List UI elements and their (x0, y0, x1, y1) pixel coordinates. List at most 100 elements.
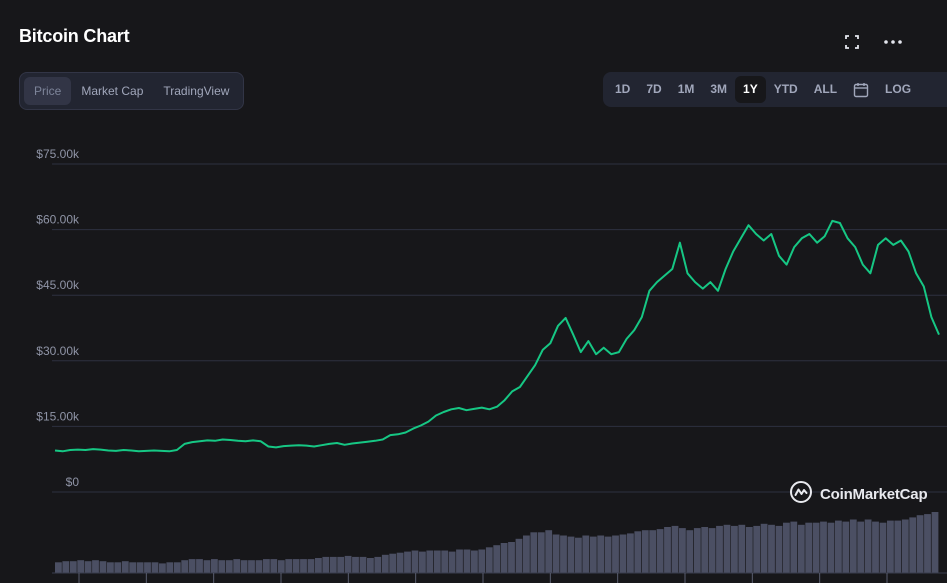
volume-bar (753, 525, 761, 573)
volume-bar (225, 560, 233, 573)
volume-bar (797, 524, 805, 573)
volume-bar (686, 530, 694, 573)
volume-bar (775, 525, 783, 573)
volume-bar (404, 551, 411, 573)
calendar-icon[interactable] (845, 76, 877, 103)
volume-bar (849, 519, 857, 573)
volume-bar (916, 515, 924, 573)
volume-bar (493, 545, 501, 573)
volume-bar (909, 517, 917, 573)
volume-bar (426, 550, 434, 573)
range-1m[interactable]: 1M (677, 82, 695, 96)
volume-bar (277, 560, 285, 573)
volume-bars (55, 512, 939, 573)
volume-bar (129, 562, 137, 573)
volume-bar (166, 562, 174, 573)
volume-bar (731, 525, 738, 573)
volume-bar (931, 512, 939, 573)
price-line (54, 219, 940, 453)
volume-bar (619, 534, 627, 573)
tab-tradingview[interactable]: TradingView (163, 84, 230, 98)
range-log[interactable]: LOG (885, 82, 912, 96)
volume-bar (211, 559, 218, 573)
y-tick-label: $45.00k (36, 278, 80, 292)
range-all[interactable]: ALL (813, 82, 838, 96)
watermark-text: CoinMarketCap (820, 486, 928, 503)
y-axis-labels: $0 $15.00k $30.00k $45.00k $60.00k $75.00k (36, 147, 80, 489)
volume-bar (887, 520, 894, 573)
y-tick-label: $0 (66, 475, 80, 489)
volume-bar (233, 559, 241, 573)
volume-bar (582, 535, 590, 573)
range-ytd[interactable]: YTD (773, 82, 798, 96)
volume-bar (136, 562, 144, 573)
time-range-selector: 1D 7D 1M 3M 1Y YTD ALL LOG (603, 72, 947, 107)
volume-bar (894, 520, 902, 573)
volume-bar (92, 560, 99, 573)
volume-bar (478, 549, 486, 573)
volume-bar (188, 559, 196, 573)
tab-price[interactable]: Price (24, 77, 72, 105)
volume-bar (537, 532, 545, 573)
more-icon[interactable] (881, 30, 905, 54)
volume-bar (181, 560, 189, 573)
header-actions (827, 30, 947, 54)
fullscreen-icon[interactable] (840, 30, 864, 54)
y-tick-label: $30.00k (36, 344, 80, 358)
volume-bar (745, 527, 753, 573)
volume-bar (872, 521, 879, 573)
volume-bar (627, 533, 634, 573)
volume-bar (411, 550, 419, 573)
volume-bar (924, 514, 931, 573)
volume-bar (835, 520, 842, 573)
volume-bar (500, 543, 508, 573)
volume-bar (760, 523, 768, 573)
volume-bar (604, 536, 612, 573)
volume-bar (708, 528, 716, 573)
volume-bar (248, 560, 255, 573)
volume-bar (433, 550, 441, 573)
volume-bar (285, 559, 293, 573)
volume-bar (359, 556, 367, 573)
coinmarketcap-logo-icon (789, 480, 813, 509)
page-title: Bitcoin Chart (19, 26, 130, 46)
volume-bar (329, 556, 337, 573)
volume-bar (656, 529, 664, 573)
range-1y[interactable]: 1Y (735, 76, 766, 103)
volume-bar (107, 562, 114, 573)
volume-bar (589, 536, 597, 573)
volume-bar (575, 537, 582, 573)
y-tick-label: $15.00k (36, 409, 80, 423)
volume-bar (292, 559, 300, 573)
volume-bar (552, 534, 560, 573)
volume-bar (381, 554, 389, 573)
volume-bar (523, 535, 530, 573)
volume-bar (723, 524, 731, 573)
tab-market-cap[interactable]: Market Cap (81, 84, 144, 98)
volume-bar (805, 522, 813, 573)
volume-bar (820, 521, 827, 573)
volume-bar (121, 561, 129, 573)
volume-bar (374, 556, 382, 573)
volume-bar (456, 549, 463, 573)
volume-bar (664, 527, 671, 573)
volume-bar (463, 549, 471, 573)
volume-bar (842, 521, 850, 573)
volume-bar (693, 528, 701, 573)
volume-bar (173, 562, 181, 573)
volume-bar (255, 560, 263, 573)
range-7d[interactable]: 7D (646, 82, 662, 96)
volume-bar (270, 559, 278, 573)
volume-bar (55, 562, 62, 573)
volume-bar (367, 558, 374, 573)
x-axis-ticks (52, 572, 947, 583)
volume-bar (159, 563, 166, 573)
volume-bar (322, 556, 330, 573)
volume-bar (448, 551, 456, 573)
range-3m[interactable]: 3M (710, 82, 728, 96)
y-tick-label: $75.00k (36, 147, 80, 161)
volume-bar (300, 559, 307, 573)
range-1d[interactable]: 1D (615, 82, 631, 96)
volume-bar (396, 552, 404, 573)
volume-bar (263, 559, 270, 573)
